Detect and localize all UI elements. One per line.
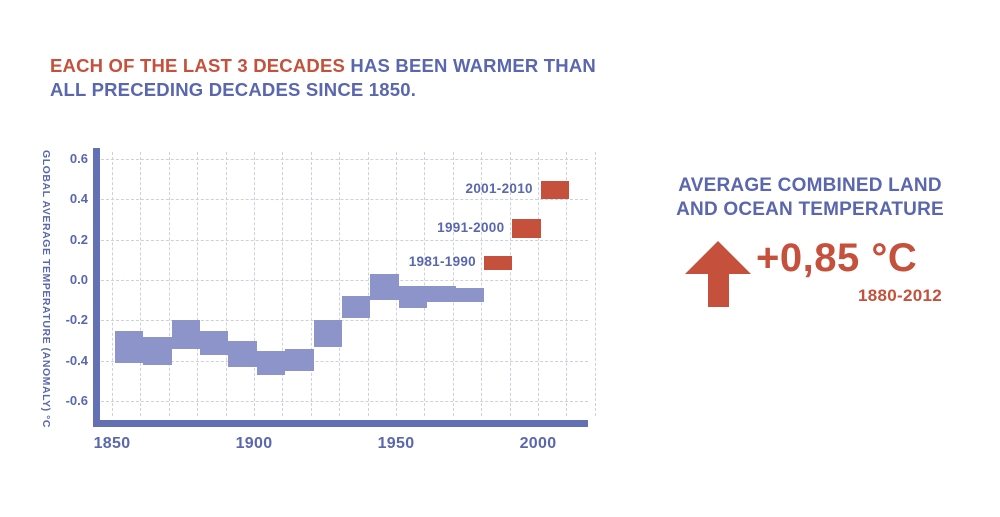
x-tick-label: 1850 — [93, 435, 131, 452]
gridline-vertical — [424, 152, 426, 416]
y-tick-label: 0.2 — [69, 231, 88, 247]
y-axis-title: GLOBAL AVERAGE TEMPERATURE (ANOMALY) °C — [40, 150, 52, 429]
temp-bar — [540, 181, 570, 200]
gridline-vertical — [254, 152, 255, 416]
gridline-horizontal — [101, 158, 588, 160]
headline: EACH OF THE LAST 3 DECADES HAS BEEN WARM… — [50, 54, 610, 101]
gridline-vertical — [339, 152, 341, 416]
gridline-horizontal — [101, 280, 588, 281]
gridline-vertical — [225, 152, 227, 416]
temp-bar — [143, 336, 172, 365]
temp-bar — [228, 340, 257, 367]
gridline-vertical — [538, 152, 539, 416]
y-axis-line — [93, 148, 100, 427]
gridline-horizontal — [101, 401, 588, 403]
temp-bar — [114, 330, 144, 363]
gridline-vertical — [112, 152, 113, 416]
gridline-vertical — [367, 152, 369, 416]
x-axis-line — [93, 420, 588, 427]
temp-bar — [256, 350, 286, 375]
period-label: 1880-2012 — [858, 286, 942, 305]
headline-line2: ALL PRECEDING DECADES SINCE 1850. — [50, 78, 417, 100]
y-tick-label: -0.4 — [65, 352, 88, 368]
plot-area: 0.6 0.4 0.2 0.0 -0.2 -0.4 -0.6 1850 1900 1950 2000… — [66, 148, 605, 452]
gridline-vertical — [140, 152, 142, 416]
headline-highlight: EACH OF THE LAST 3 DECADES — [50, 55, 351, 76]
summary-heading: AVERAGE COMBINED LAND AND OCEAN TEMPERAT… — [652, 174, 968, 222]
x-tick-label: 1900 — [235, 435, 273, 452]
gridline-vertical — [310, 152, 312, 416]
up-arrow-icon — [685, 241, 751, 307]
temp-bar — [484, 255, 513, 270]
headline-rest: HAS BEEN WARMER THAN — [350, 55, 596, 76]
decade-range-label: 1991-2000 — [437, 219, 505, 235]
summary-heading-line2: AND OCEAN TEMPERATURE — [676, 199, 944, 220]
summary-panel: AVERAGE COMBINED LAND AND OCEAN TEMPERAT… — [652, 172, 968, 312]
temp-bar — [427, 286, 456, 303]
temp-bar — [370, 273, 399, 301]
y-tick-label: 0.0 — [69, 272, 88, 287]
temp-bar — [313, 320, 342, 347]
x-tick-label: 2000 — [519, 435, 557, 452]
decade-range-label: 1981-1990 — [408, 253, 476, 269]
gridline-vertical — [509, 152, 511, 416]
y-tick-label: 0.6 — [69, 150, 88, 166]
up-arrow-stem — [707, 274, 729, 307]
gridline-vertical — [197, 152, 199, 416]
decade-range-label: 2001-2010 — [465, 181, 533, 197]
x-tick-label: 1950 — [377, 435, 415, 452]
gridline-vertical — [168, 152, 170, 416]
summary-heading-line1: AVERAGE COMBINED LAND — [678, 175, 942, 196]
gridline-horizontal — [101, 360, 588, 362]
y-tick-label: -0.2 — [65, 312, 88, 328]
temp-bar — [285, 348, 314, 371]
temp-bar — [398, 286, 428, 309]
temp-bar — [200, 330, 229, 355]
temp-bar — [342, 296, 371, 319]
gridline-vertical — [594, 152, 596, 416]
temp-bar — [171, 320, 200, 349]
gridline-vertical — [452, 152, 454, 416]
gridline-vertical — [481, 152, 483, 416]
gridline-horizontal — [101, 199, 588, 201]
gridline-horizontal — [101, 239, 588, 241]
up-arrow-head — [685, 241, 751, 274]
gridline-vertical — [282, 152, 284, 416]
y-tick-label: 0.4 — [69, 191, 88, 207]
y-tick-label: -0.6 — [65, 393, 88, 409]
gridline-horizontal — [101, 320, 588, 322]
temp-bar — [455, 288, 484, 303]
gridline-vertical — [566, 152, 568, 416]
temperature-value: +0,85 °C — [756, 236, 918, 280]
temp-bar — [512, 219, 541, 238]
